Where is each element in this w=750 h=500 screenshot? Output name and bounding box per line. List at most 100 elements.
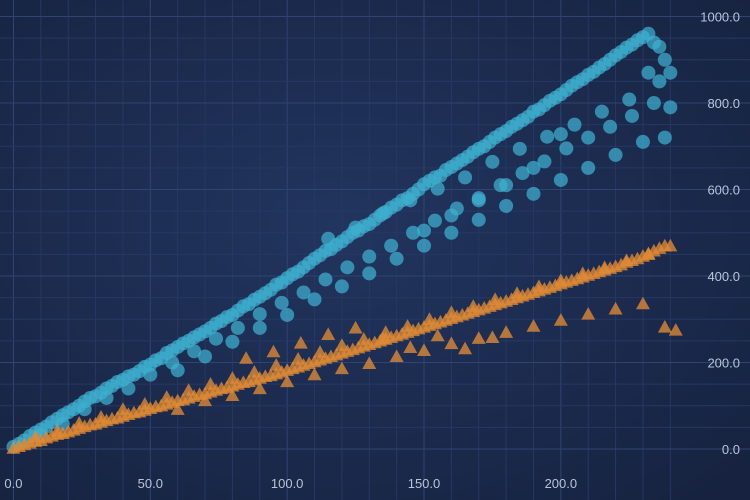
data-point-triangle — [181, 383, 196, 396]
data-point-triangle — [115, 402, 130, 415]
data-point-circle — [581, 130, 596, 145]
data-point-triangle — [137, 397, 152, 410]
data-point-circle — [389, 251, 404, 266]
data-point-circle — [225, 334, 240, 349]
data-point-circle — [362, 249, 377, 264]
data-point-triangle — [510, 286, 525, 299]
data-point-triangle — [170, 402, 185, 415]
data-point-triangle — [575, 266, 590, 280]
y-axis: 0.0 200.0 400.0 600.0 800.0 1000.0 — [700, 9, 740, 457]
data-point-triangle — [635, 296, 650, 310]
data-point-circle — [581, 160, 596, 175]
data-point-triangle — [597, 260, 612, 273]
data-point-triangle — [375, 331, 390, 345]
data-point-circle — [77, 402, 92, 417]
data-point-triangle — [499, 325, 514, 338]
y-tick-label: 600.0 — [707, 183, 740, 198]
y-tick-label: 800.0 — [707, 96, 740, 111]
data-point-circle — [99, 390, 114, 405]
data-point-triangle — [471, 331, 486, 344]
data-point-circle — [652, 74, 667, 89]
data-point-triangle — [668, 323, 683, 336]
data-point-triangle — [334, 361, 349, 375]
data-point-triangle — [203, 377, 218, 390]
data-point-circle — [444, 208, 459, 223]
data-point-circle — [143, 367, 158, 382]
data-point-circle — [641, 65, 656, 80]
data-point-circle — [663, 100, 678, 115]
data-point-circle — [187, 344, 202, 359]
data-point-circle — [622, 92, 637, 107]
data-point-triangle — [430, 328, 445, 342]
data-point-circle — [406, 225, 421, 240]
data-point-circle — [652, 39, 667, 54]
data-point-circle — [657, 52, 672, 67]
data-point-circle — [635, 134, 650, 149]
data-point-circle — [209, 331, 223, 346]
data-point-circle — [334, 279, 349, 294]
series-0 — [6, 26, 678, 454]
data-point-triangle — [403, 340, 418, 353]
data-point-triangle — [269, 358, 284, 371]
data-point-triangle — [663, 238, 678, 252]
data-point-triangle — [225, 371, 240, 384]
data-point-triangle — [485, 330, 500, 344]
data-point-triangle — [488, 292, 503, 305]
data-point-triangle — [247, 365, 262, 378]
data-point-triangle — [348, 320, 363, 334]
data-point-triangle — [417, 343, 431, 357]
data-point-triangle — [291, 352, 306, 365]
data-point-triangle — [50, 423, 65, 437]
data-point-triangle — [28, 429, 43, 443]
data-point-circle — [252, 320, 267, 335]
data-point-triangle — [458, 341, 473, 355]
data-point-triangle — [581, 307, 596, 320]
data-point-circle — [485, 154, 500, 169]
data-point-circle — [657, 130, 672, 145]
data-point-circle — [340, 260, 355, 275]
data-point-triangle — [313, 345, 327, 358]
data-point-triangle — [362, 356, 377, 369]
data-point-triangle — [307, 367, 322, 381]
data-point-circle — [540, 129, 555, 144]
x-tick-label: 150.0 — [408, 476, 441, 491]
data-point-triangle — [198, 393, 213, 407]
x-axis: 0.0 50.0 100.0 150.0 200.0 — [4, 476, 577, 491]
data-point-circle — [362, 266, 377, 281]
data-point-circle — [512, 141, 527, 156]
data-point-triangle — [553, 273, 568, 286]
data-point-triangle — [293, 336, 308, 349]
data-point-circle — [170, 363, 185, 378]
data-point-triangle — [280, 374, 295, 388]
data-point-triangle — [225, 388, 240, 401]
data-point-triangle — [252, 381, 267, 395]
x-tick-label: 100.0 — [271, 476, 304, 491]
data-point-triangle — [159, 390, 174, 403]
data-point-circle — [471, 212, 486, 227]
data-point-circle — [348, 220, 363, 235]
y-tick-label: 1000.0 — [700, 9, 740, 24]
series-1 — [6, 238, 683, 454]
data-point-triangle — [321, 327, 336, 341]
data-point-circle — [537, 154, 552, 169]
x-tick-label: 50.0 — [138, 476, 163, 491]
data-point-triangle — [466, 299, 481, 312]
data-point-circle — [274, 295, 289, 310]
data-point-circle — [471, 193, 486, 208]
data-point-circle — [646, 95, 661, 110]
data-point-circle — [663, 65, 678, 80]
data-point-circle — [526, 186, 541, 201]
data-point-circle — [121, 381, 136, 396]
data-point-circle — [321, 231, 336, 246]
x-tick-label: 0.0 — [4, 476, 22, 491]
data-point-triangle — [608, 301, 623, 315]
data-point-triangle — [553, 313, 568, 326]
data-point-triangle — [657, 320, 672, 333]
data-point-circle — [553, 127, 568, 142]
data-point-triangle — [334, 338, 349, 351]
data-point-triangle — [619, 253, 634, 267]
data-point-circle — [252, 307, 267, 322]
data-point-triangle — [94, 410, 109, 423]
data-point-triangle — [531, 279, 546, 292]
